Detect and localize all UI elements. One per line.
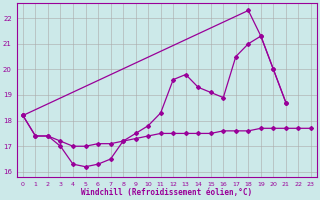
X-axis label: Windchill (Refroidissement éolien,°C): Windchill (Refroidissement éolien,°C) (81, 188, 252, 197)
